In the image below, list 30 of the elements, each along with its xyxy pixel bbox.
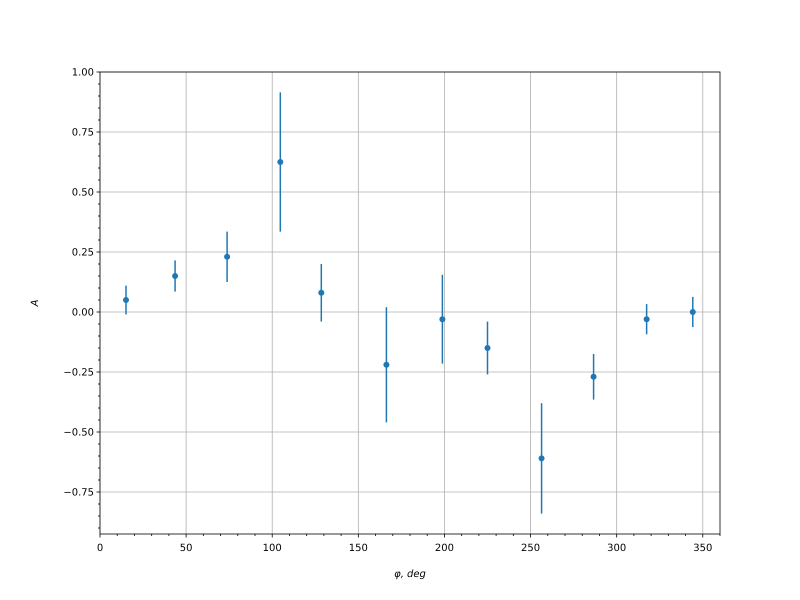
y-axis-title: A [30,299,41,308]
x-tick-label: 100 [262,543,282,554]
x-tick-label: 200 [434,543,454,554]
y-tick-label: 0.75 [72,128,94,138]
point [383,362,390,368]
x-tick-label: 300 [607,543,626,554]
point [644,316,650,322]
point [277,159,284,165]
y-tick-label: 0.25 [72,248,94,258]
y-tick-label: −0.75 [63,488,94,498]
y-tick-label: 1.00 [72,68,94,78]
point [318,290,324,296]
x-tick-label: 0 [96,543,104,554]
y-tick-label: 0.00 [72,308,94,318]
y-tick-label: 0.50 [72,188,94,198]
x-tick-label: 250 [521,543,540,554]
x-tick-label: 150 [348,543,368,554]
point [484,345,490,351]
point [439,316,446,322]
point [538,455,545,462]
x-tick-label: 350 [693,543,712,554]
point [224,254,230,260]
point [172,273,178,279]
x-tick-label: 50 [180,543,192,554]
point [690,309,696,315]
point [123,297,130,303]
y-tick-label: −0.25 [63,368,94,378]
point [590,374,597,380]
y-tick-label: −0.50 [63,428,94,438]
x-axis-title: φ, deg [394,569,426,580]
